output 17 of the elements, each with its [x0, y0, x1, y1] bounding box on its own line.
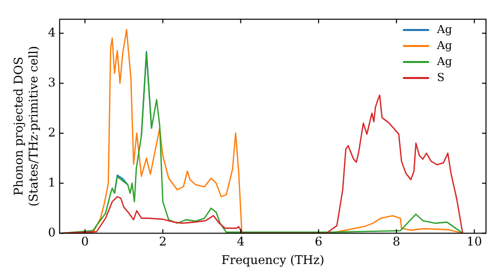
- y-axis-title: Phonon projected DOS (States/THz·primitive cell): [12, 46, 41, 207]
- x-tick-label: 6: [314, 234, 322, 249]
- y-tick-label: 0: [48, 225, 56, 240]
- y-tick-label: 4: [48, 25, 56, 40]
- x-tick-label: 10: [466, 234, 482, 249]
- legend-label: Ag: [437, 38, 452, 54]
- x-tick-label: 4: [236, 234, 245, 249]
- y-tick-label: 1: [48, 175, 56, 190]
- legend-label: Ag: [437, 54, 452, 70]
- y-tick-label: 3: [48, 75, 56, 90]
- y-tick-label: 2: [48, 125, 56, 140]
- x-axis-title: Frequency (THz): [221, 252, 324, 267]
- legend-label: S: [437, 70, 445, 86]
- x-tick-label: 2: [159, 234, 167, 249]
- legend-label: Ag: [437, 22, 452, 38]
- x-tick-label: 8: [392, 234, 400, 249]
- x-tick-label: 0: [81, 234, 89, 249]
